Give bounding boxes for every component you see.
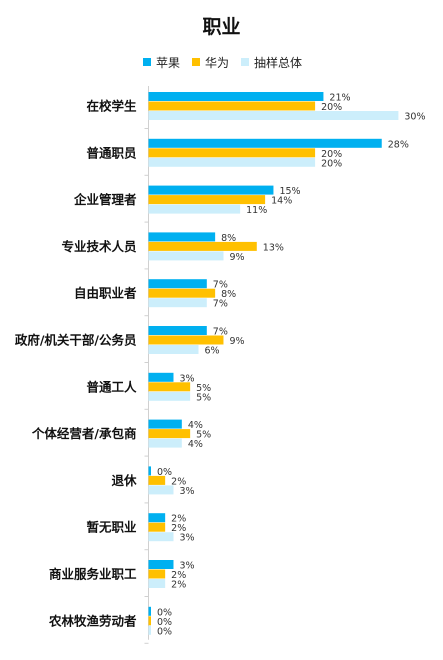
data-label-apple: 3% (179, 561, 194, 572)
category-label: 商业服务业职工 (49, 567, 137, 582)
bar-sample (148, 438, 182, 448)
bar-apple (148, 606, 151, 616)
data-label-huawei: 0% (157, 617, 172, 628)
bar-apple (148, 279, 207, 289)
data-label-huawei: 2% (171, 570, 186, 581)
bar-sample (148, 251, 224, 261)
data-label-sample: 5% (196, 392, 211, 403)
bar-sample (148, 157, 316, 167)
data-label-huawei: 20% (321, 102, 342, 113)
data-label-sample: 6% (204, 346, 219, 357)
data-label-sample: 30% (404, 112, 425, 123)
data-label-huawei: 9% (229, 336, 244, 347)
bar-huawei (148, 616, 151, 626)
data-label-huawei: 14% (271, 196, 292, 207)
data-label-sample: 20% (321, 158, 342, 169)
data-label-apple: 0% (157, 607, 172, 618)
data-label-apple: 4% (188, 420, 203, 431)
bar-sample (148, 625, 151, 635)
category-label: 政府/机关干部/公务员 (15, 333, 137, 348)
data-label-huawei: 5% (196, 383, 211, 394)
bar-huawei (148, 288, 216, 298)
data-label-sample: 4% (188, 439, 203, 450)
bar-apple (148, 185, 274, 195)
bar-apple (148, 326, 207, 335)
data-label-huawei: 2% (171, 476, 186, 487)
legend-label-huawei: 华为 (205, 55, 230, 70)
data-label-sample: 3% (179, 533, 194, 544)
chart-title: 职业 (202, 16, 241, 38)
data-label-huawei: 8% (221, 289, 236, 300)
category-label: 暂无职业 (86, 520, 137, 535)
bar-sample (148, 345, 199, 354)
legend-swatch-sample (241, 58, 250, 66)
category-label: 农林牧渔劳动者 (48, 613, 137, 628)
data-label-sample: 3% (179, 486, 194, 497)
bar-sample (148, 111, 399, 120)
data-label-sample: 7% (213, 299, 228, 310)
bar-apple (148, 513, 166, 523)
bar-huawei (148, 148, 316, 158)
bar-sample (148, 485, 174, 495)
bar-huawei (148, 569, 166, 579)
bar-huawei (148, 475, 166, 485)
data-label-apple: 8% (221, 233, 236, 244)
bar-huawei (148, 429, 191, 439)
bar-apple (148, 372, 174, 382)
category-label: 普通职员 (86, 145, 137, 160)
legend-item-apple: 苹果 (143, 54, 180, 71)
data-label-huawei: 13% (263, 242, 284, 253)
data-label-apple: 15% (279, 186, 300, 197)
category-label: 自由职业者 (74, 286, 137, 301)
data-label-apple: 28% (388, 139, 409, 150)
data-label-sample: 0% (157, 626, 172, 637)
data-label-apple: 7% (213, 327, 228, 338)
legend-item-huawei: 华为 (192, 54, 229, 71)
data-label-sample: 9% (229, 252, 244, 263)
legend-swatch-apple (143, 58, 151, 66)
category-label: 专业技术人员 (61, 239, 137, 254)
bar-sample (148, 391, 191, 401)
bar-sample (148, 579, 166, 588)
data-label-apple: 7% (213, 280, 228, 291)
bar-apple (148, 232, 216, 242)
category-label: 个体经营者/承包商 (31, 426, 137, 441)
bar-huawei (148, 241, 257, 251)
data-label-huawei: 2% (171, 523, 186, 534)
category-label: 企业管理者 (73, 192, 137, 207)
bar-huawei (148, 101, 316, 111)
bar-sample (148, 298, 207, 308)
legend: 苹果 华为 抽样总体 (143, 54, 314, 70)
bar-apple (148, 138, 382, 148)
bar-huawei (148, 195, 266, 205)
legend-swatch-huawei (192, 58, 201, 66)
data-label-apple: 0% (157, 467, 172, 478)
bar-apple (148, 560, 174, 569)
bar-huawei (148, 522, 166, 532)
bar-apple (148, 92, 324, 101)
data-label-sample: 2% (171, 580, 186, 591)
data-label-sample: 11% (246, 205, 267, 216)
category-label: 退休 (111, 473, 137, 488)
bar-sample (148, 532, 174, 542)
bar-huawei (148, 382, 191, 392)
bar-apple (148, 419, 182, 429)
data-label-apple: 2% (171, 514, 186, 525)
bar-huawei (148, 335, 224, 345)
data-label-huawei: 20% (321, 149, 342, 160)
bar-apple (148, 466, 151, 476)
legend-label-apple: 苹果 (156, 55, 181, 70)
category-label: 在校学生 (86, 99, 137, 114)
data-label-huawei: 5% (196, 430, 211, 441)
legend-label-sample: 抽样总体 (254, 55, 303, 70)
data-label-apple: 3% (179, 373, 194, 384)
legend-item-sample: 抽样总体 (241, 54, 302, 71)
category-label: 普通工人 (86, 379, 137, 394)
bar-sample (148, 204, 241, 214)
data-label-apple: 21% (329, 93, 350, 104)
